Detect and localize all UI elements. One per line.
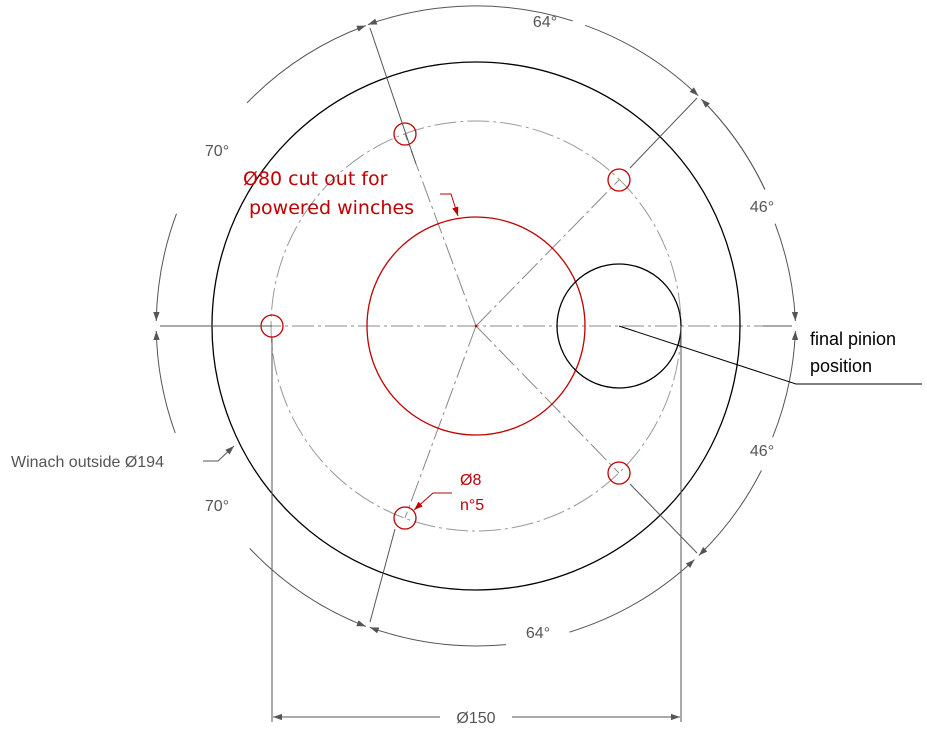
dim-arc-upper-right-b — [775, 224, 795, 321]
extension-lines — [160, 28, 792, 722]
dim-arc-lower-right-a — [773, 331, 796, 437]
angle-lower-right-label: 46° — [750, 443, 774, 460]
dim-arc-lower-left-a — [250, 548, 366, 626]
spoke-hole-bottom-left — [405, 326, 476, 518]
dim-arc-bottom-a — [370, 627, 506, 646]
center-point — [475, 325, 478, 328]
dim-arc-lower-right-b — [699, 471, 762, 556]
angle-top-label: 64° — [533, 14, 557, 31]
diameter-150-label: Ø150 — [456, 710, 495, 727]
angle-lower-left-label: 70° — [205, 498, 229, 515]
pinion-label-line1: final pinion — [810, 329, 896, 349]
dim-arc-bottom-b — [570, 560, 695, 633]
dim-arc-upper-left-a — [156, 214, 176, 321]
cutout-label-line1: Ø80 cut out for — [243, 168, 388, 190]
hole-label-line1: Ø8 — [460, 472, 481, 489]
dim-arc-lower-left-b — [156, 331, 175, 433]
spoke-hole-bottom-right — [476, 326, 619, 473]
dim-arc-upper-right-a — [701, 99, 765, 189]
winch-outside-label: Winach outside Ø194 — [11, 454, 164, 471]
spoke-hole-top-right — [476, 180, 619, 326]
cutout-leader — [440, 194, 458, 216]
angle-upper-right-label: 46° — [750, 199, 774, 216]
angle-bottom-label: 64° — [526, 625, 550, 642]
angle-upper-left-label: 70° — [205, 143, 229, 160]
hole-label-line2: n°5 — [460, 497, 484, 514]
dim-arc-upper-left-b — [247, 26, 366, 103]
dim-arc-top-b — [585, 25, 698, 96]
hole-leader — [414, 493, 452, 510]
outside-leader — [203, 446, 234, 461]
pinion-label-line2: position — [810, 356, 872, 376]
cutout-label-line2: powered winches — [249, 197, 414, 219]
dim-arc-upper-right-c — [701, 99, 765, 189]
